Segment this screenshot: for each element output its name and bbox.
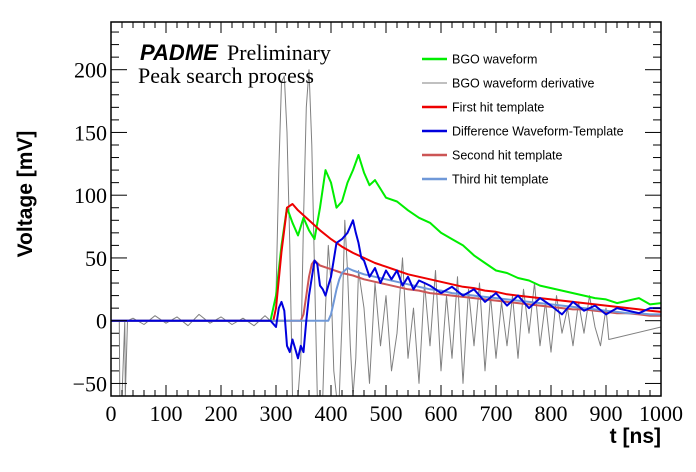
legend: BGO waveform BGO waveform derivative First… xyxy=(422,53,624,187)
x-tick-label: 900 xyxy=(590,401,623,426)
x-tick-label: 700 xyxy=(480,401,513,426)
y-tick-label: 0 xyxy=(96,309,107,334)
x-axis-title: t [ns] xyxy=(610,425,661,448)
x-tick-label: 0 xyxy=(106,401,117,426)
series-layer xyxy=(111,69,662,397)
x-tick-label: 1000 xyxy=(639,401,683,426)
preliminary-label: Preliminary xyxy=(227,40,331,65)
y-tick-label: 200 xyxy=(74,58,107,83)
x-tick-label: 300 xyxy=(260,401,293,426)
x-tick-label: 500 xyxy=(370,401,403,426)
x-tick-label: 400 xyxy=(315,401,348,426)
series-line-first-hit-template xyxy=(111,203,662,322)
y-tick-label: 100 xyxy=(74,183,107,208)
legend-label: Difference Waveform-Template xyxy=(452,125,624,139)
legend-label: BGO waveform xyxy=(452,53,537,67)
legend-label: First hit template xyxy=(452,101,544,115)
y-tick-label: −50 xyxy=(73,371,107,396)
series-line-third-hit-template xyxy=(111,267,661,322)
y-axis-title: Voltage [mV] xyxy=(14,131,37,258)
x-tick-label: 100 xyxy=(150,401,183,426)
x-tick-label: 200 xyxy=(205,401,238,426)
x-tick-label: 800 xyxy=(535,401,568,426)
series-line-bgo-waveform xyxy=(111,154,662,322)
brand-label: PADME xyxy=(140,40,219,65)
y-tick-label: 150 xyxy=(74,120,107,145)
subtitle-label: Peak search process xyxy=(138,63,314,88)
legend-label: Second hit template xyxy=(452,149,563,163)
series-line-bgo-waveform-derivative xyxy=(111,69,662,397)
legend-label: BGO waveform derivative xyxy=(452,77,594,91)
series-line-difference-waveform-template xyxy=(111,219,661,360)
x-tick-label: 600 xyxy=(425,401,458,426)
y-tick-label: 50 xyxy=(85,246,107,271)
legend-label: Third hit template xyxy=(452,173,549,187)
ticks-layer: 0 100 200 300 400 500 600 700 800 900 1000 −50 0 50 10… xyxy=(73,22,683,426)
